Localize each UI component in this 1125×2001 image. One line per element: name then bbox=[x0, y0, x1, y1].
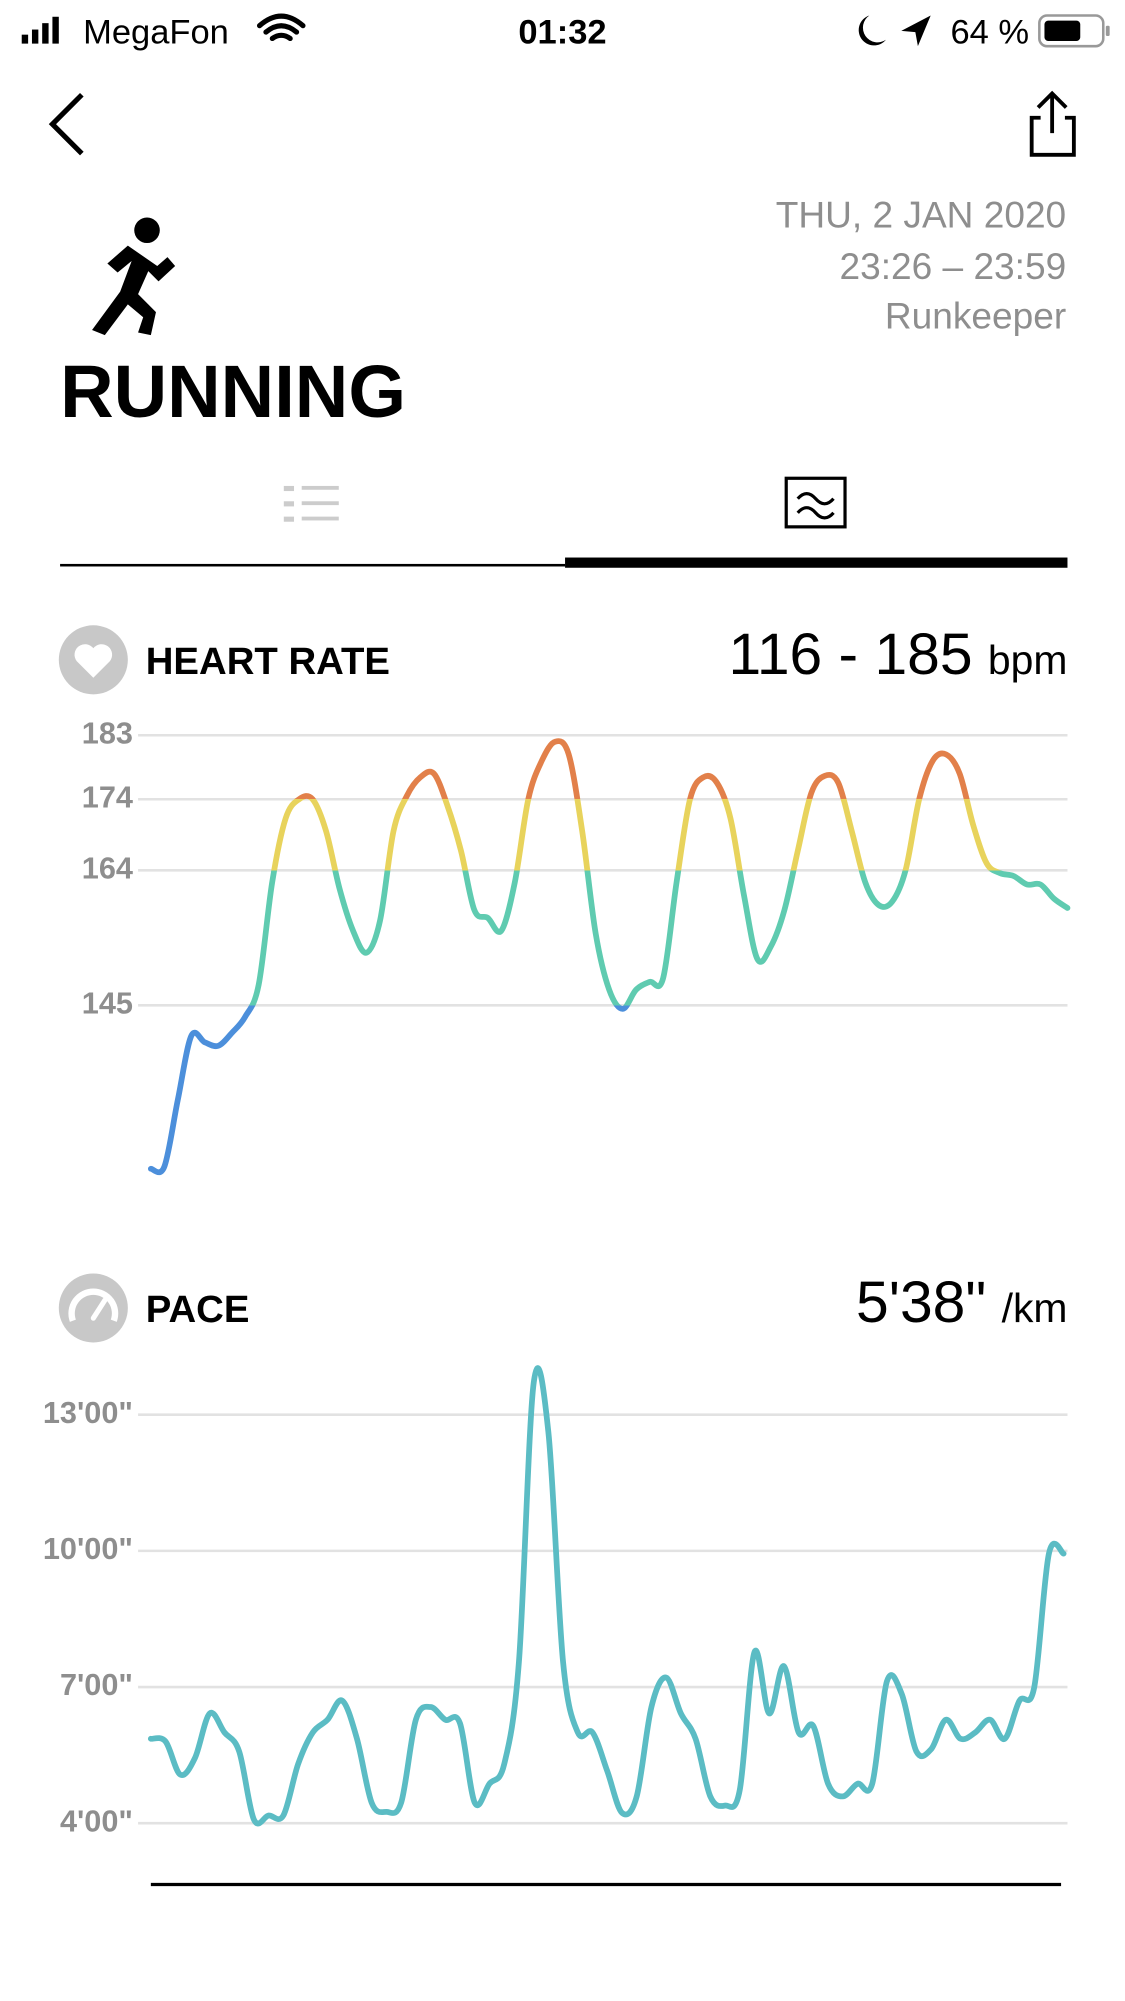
graph-waves bbox=[796, 492, 835, 520]
battery-fill bbox=[1044, 20, 1081, 42]
y-tick-label: 13'00" bbox=[43, 1395, 133, 1430]
signal-bar bbox=[42, 23, 49, 44]
runner-icon bbox=[92, 217, 176, 336]
share-arrow bbox=[1036, 90, 1068, 134]
section-title: PACE bbox=[146, 1288, 250, 1331]
graph-frame bbox=[784, 476, 847, 529]
signal-bar bbox=[52, 16, 59, 44]
heart-icon bbox=[74, 644, 113, 678]
clock: 01:32 bbox=[518, 14, 606, 52]
tab-graph[interactable] bbox=[784, 476, 847, 529]
section-summary: 5'38" /km bbox=[856, 1270, 1067, 1335]
summary-unit: bpm bbox=[988, 637, 1068, 683]
signal-bar bbox=[31, 29, 39, 44]
data-line bbox=[147, 738, 1071, 1176]
tab-divider bbox=[60, 563, 566, 567]
runner-head bbox=[134, 217, 160, 244]
location-icon bbox=[901, 15, 931, 47]
y-tick-label: 10'00" bbox=[43, 1531, 133, 1566]
share-button[interactable] bbox=[1029, 90, 1076, 157]
share-box bbox=[1029, 115, 1076, 157]
signal-bar bbox=[21, 34, 29, 44]
gauge-icon bbox=[68, 1288, 119, 1322]
list-line bbox=[301, 501, 339, 506]
carrier: MegaFon bbox=[83, 14, 229, 52]
y-tick-label: 183 bbox=[82, 715, 133, 750]
list-bullet bbox=[283, 501, 295, 507]
list-line bbox=[301, 516, 339, 521]
runner-body bbox=[92, 245, 176, 336]
tab-list[interactable] bbox=[283, 485, 339, 522]
data-line bbox=[147, 1365, 1067, 1827]
list-bullet bbox=[283, 485, 295, 492]
tab-indicator bbox=[565, 557, 1068, 568]
summary-value: 5'38" bbox=[856, 1270, 986, 1335]
activity-time: 23:26 – 23:59 bbox=[839, 245, 1066, 287]
list-bullet bbox=[283, 516, 295, 522]
back-button[interactable] bbox=[48, 92, 84, 156]
wifi-icon bbox=[256, 13, 306, 42]
battery-outline bbox=[1038, 14, 1105, 48]
status-bar: MegaFon 01:32 64 % bbox=[21, 13, 1110, 52]
y-tick-label: 7'00" bbox=[60, 1667, 133, 1702]
y-tick-label: 145 bbox=[82, 985, 133, 1020]
battery-level: 64 % bbox=[950, 14, 1029, 52]
summary-value: 116 - 185 bbox=[728, 622, 972, 687]
y-tick-label: 4'00" bbox=[60, 1803, 133, 1838]
activity-source: Runkeeper bbox=[885, 295, 1066, 337]
section-title: HEART RATE bbox=[146, 640, 390, 683]
summary-unit: /km bbox=[1002, 1285, 1068, 1331]
battery-tip bbox=[1105, 25, 1110, 36]
y-tick-label: 174 bbox=[82, 779, 133, 814]
gauge-badge bbox=[58, 1273, 128, 1343]
activity-date: THU, 2 JAN 2020 bbox=[776, 194, 1066, 236]
section-summary: 116 - 185 bpm bbox=[728, 622, 1067, 687]
y-tick-label: 164 bbox=[82, 850, 133, 885]
activity-title: RUNNING bbox=[60, 350, 406, 433]
moon-icon bbox=[858, 15, 886, 46]
gauge-needle bbox=[90, 1297, 108, 1321]
list-line bbox=[301, 485, 339, 490]
